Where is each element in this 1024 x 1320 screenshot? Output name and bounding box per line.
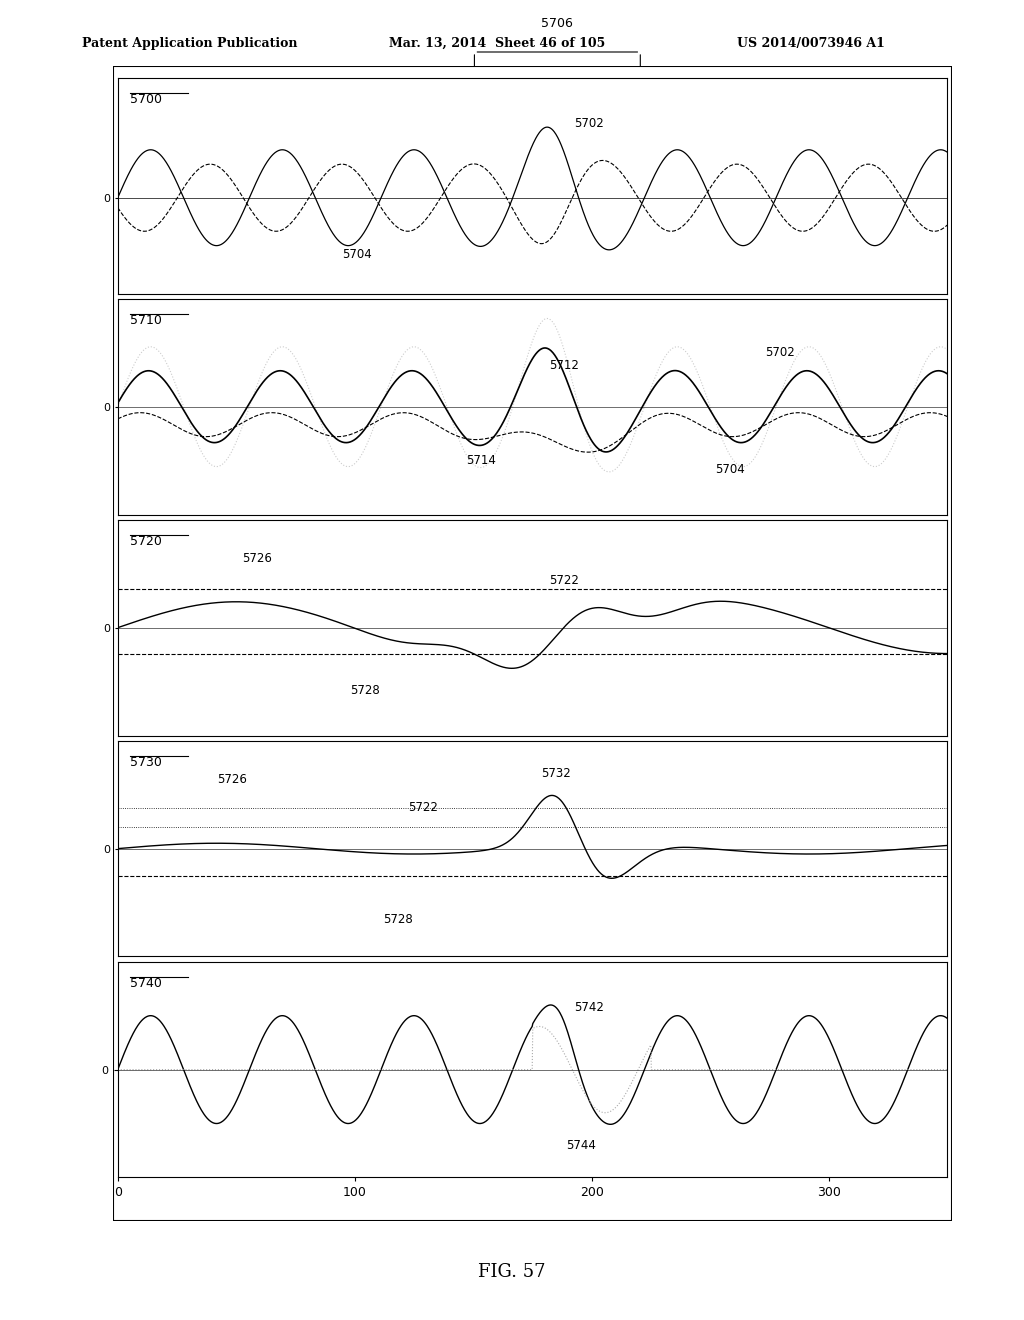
Text: 5722: 5722	[549, 574, 579, 586]
Text: 5720: 5720	[130, 535, 162, 548]
Text: 5712: 5712	[549, 359, 579, 372]
Text: 5730: 5730	[130, 756, 162, 768]
Text: 5700: 5700	[130, 92, 162, 106]
Text: 5744: 5744	[565, 1139, 596, 1151]
Text: 5702: 5702	[765, 346, 795, 359]
Text: US 2014/0073946 A1: US 2014/0073946 A1	[737, 37, 885, 50]
Text: 5732: 5732	[541, 767, 570, 780]
Text: 5702: 5702	[574, 116, 604, 129]
Text: 5706: 5706	[542, 17, 573, 30]
Text: Patent Application Publication: Patent Application Publication	[82, 37, 297, 50]
Text: 5710: 5710	[130, 314, 162, 327]
Text: 5726: 5726	[242, 552, 272, 565]
Text: 5726: 5726	[217, 774, 247, 787]
Text: 5728: 5728	[383, 913, 413, 927]
Text: 5728: 5728	[350, 684, 380, 697]
Text: 5722: 5722	[408, 801, 438, 814]
Text: 5704: 5704	[342, 248, 372, 261]
Text: Mar. 13, 2014  Sheet 46 of 105: Mar. 13, 2014 Sheet 46 of 105	[389, 37, 605, 50]
Text: 5714: 5714	[466, 454, 496, 467]
Text: 5704: 5704	[715, 463, 744, 475]
Text: 5742: 5742	[574, 1001, 604, 1014]
Text: FIG. 57: FIG. 57	[478, 1263, 546, 1282]
Text: 5740: 5740	[130, 977, 162, 990]
